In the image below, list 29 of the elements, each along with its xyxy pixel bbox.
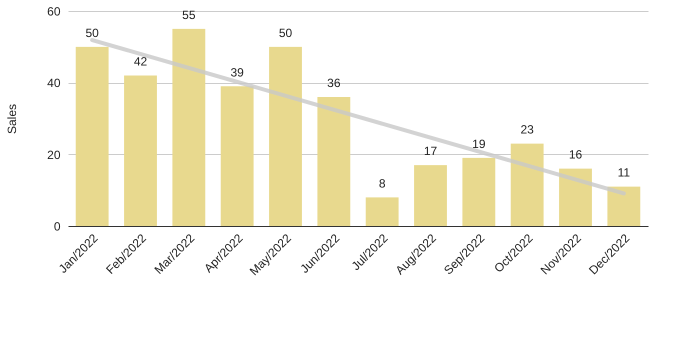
- bar: [462, 158, 496, 226]
- data-label: 23: [520, 122, 534, 137]
- bar: [607, 186, 640, 226]
- bar: [76, 46, 109, 226]
- data-label: 19: [472, 136, 486, 151]
- y-tick-label: 0: [54, 220, 61, 234]
- bar: [414, 165, 447, 226]
- y-tick-label: 20: [47, 148, 61, 162]
- y-tick-label: 60: [47, 4, 61, 18]
- bar: [269, 46, 302, 226]
- data-label: 16: [568, 148, 582, 162]
- data-label: 39: [230, 65, 244, 80]
- data-label: 50: [278, 26, 292, 40]
- data-label: 42: [134, 54, 148, 68]
- data-label: 55: [182, 8, 196, 22]
- bar: [366, 197, 399, 226]
- bar: [559, 168, 592, 226]
- data-label: 36: [327, 76, 341, 90]
- bar: [317, 97, 350, 226]
- y-axis-title: Sales: [5, 104, 20, 134]
- bar: [172, 28, 206, 226]
- data-label: 50: [85, 26, 100, 40]
- bar: [220, 86, 254, 226]
- y-tick-label: 40: [47, 76, 61, 90]
- data-label: 17: [424, 144, 438, 158]
- data-label: 11: [618, 166, 630, 180]
- bar: [124, 76, 157, 226]
- data-label: 8: [378, 176, 386, 190]
- bar: [510, 144, 544, 226]
